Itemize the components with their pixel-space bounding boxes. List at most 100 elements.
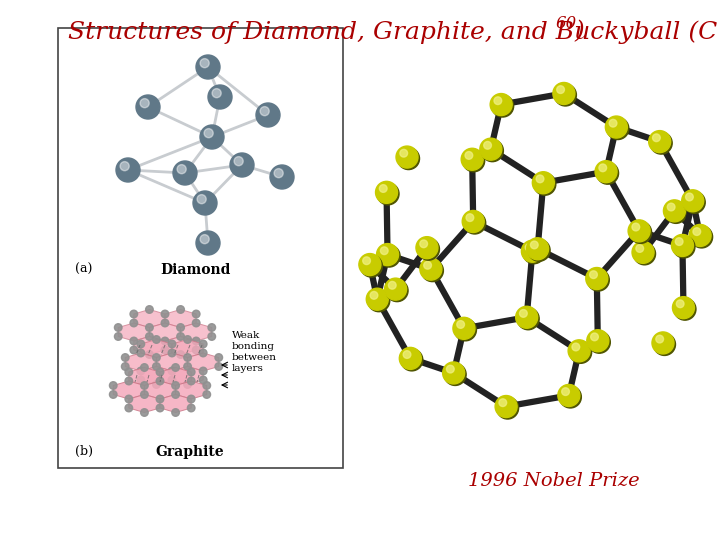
Circle shape: [197, 194, 206, 204]
Circle shape: [153, 354, 161, 361]
Circle shape: [667, 203, 675, 211]
Circle shape: [204, 129, 213, 138]
Circle shape: [215, 354, 222, 361]
Text: Weak
bonding
between
layers: Weak bonding between layers: [232, 331, 277, 373]
Polygon shape: [160, 395, 192, 413]
Circle shape: [125, 395, 132, 403]
Circle shape: [590, 271, 598, 279]
Circle shape: [137, 340, 145, 348]
Text: (b): (b): [75, 445, 93, 458]
Polygon shape: [125, 353, 156, 371]
Circle shape: [606, 116, 627, 138]
Circle shape: [125, 368, 132, 376]
Polygon shape: [165, 336, 196, 354]
Circle shape: [456, 321, 464, 328]
Circle shape: [153, 336, 161, 343]
Circle shape: [557, 86, 564, 93]
Circle shape: [145, 333, 153, 340]
Polygon shape: [150, 323, 181, 341]
Circle shape: [116, 158, 140, 182]
Circle shape: [559, 386, 581, 408]
Circle shape: [443, 362, 464, 384]
Circle shape: [558, 384, 580, 407]
Circle shape: [636, 245, 644, 252]
Circle shape: [192, 346, 200, 354]
Circle shape: [384, 278, 407, 300]
Polygon shape: [129, 395, 160, 413]
Circle shape: [690, 226, 713, 248]
Circle shape: [140, 364, 148, 372]
Circle shape: [523, 242, 545, 264]
Circle shape: [492, 95, 513, 117]
Circle shape: [495, 395, 517, 417]
Circle shape: [168, 340, 176, 348]
Circle shape: [366, 288, 388, 310]
Circle shape: [526, 238, 549, 260]
Circle shape: [416, 237, 438, 259]
Circle shape: [685, 193, 693, 201]
Circle shape: [418, 238, 439, 260]
Polygon shape: [181, 323, 212, 341]
Circle shape: [517, 308, 539, 330]
Circle shape: [689, 225, 711, 246]
Circle shape: [562, 388, 570, 395]
Circle shape: [234, 157, 243, 166]
Circle shape: [184, 363, 192, 370]
Circle shape: [208, 333, 215, 340]
Circle shape: [199, 349, 207, 357]
Circle shape: [156, 377, 164, 385]
Circle shape: [187, 395, 195, 403]
Text: Structures of Diamond, Graphite, and Buckyball (C: Structures of Diamond, Graphite, and Buc…: [68, 20, 717, 44]
Text: Diamond: Diamond: [160, 263, 230, 277]
Polygon shape: [118, 323, 150, 341]
Circle shape: [499, 399, 507, 407]
Circle shape: [388, 281, 396, 289]
Circle shape: [145, 350, 153, 359]
Circle shape: [130, 337, 138, 345]
Circle shape: [693, 228, 701, 235]
Polygon shape: [145, 381, 176, 399]
Circle shape: [400, 150, 408, 157]
Circle shape: [570, 341, 592, 363]
Circle shape: [482, 140, 503, 161]
Circle shape: [595, 161, 617, 183]
Circle shape: [200, 234, 210, 244]
Circle shape: [599, 164, 607, 172]
Circle shape: [464, 212, 486, 234]
Circle shape: [184, 381, 192, 388]
Circle shape: [665, 201, 687, 224]
Circle shape: [199, 340, 207, 348]
Circle shape: [649, 131, 671, 153]
Circle shape: [130, 310, 138, 318]
Circle shape: [650, 132, 672, 154]
Circle shape: [196, 55, 220, 79]
Circle shape: [421, 260, 444, 282]
Circle shape: [400, 347, 421, 369]
Circle shape: [161, 337, 168, 345]
Circle shape: [534, 173, 556, 195]
Circle shape: [173, 161, 197, 185]
Circle shape: [161, 319, 168, 327]
Circle shape: [122, 354, 129, 361]
Polygon shape: [113, 381, 145, 399]
Polygon shape: [141, 367, 172, 384]
Circle shape: [420, 258, 442, 280]
Circle shape: [168, 376, 176, 384]
Circle shape: [212, 89, 221, 98]
Circle shape: [634, 243, 655, 265]
Polygon shape: [134, 309, 165, 327]
Circle shape: [161, 346, 168, 354]
Circle shape: [203, 382, 210, 389]
Circle shape: [629, 221, 652, 244]
Circle shape: [676, 300, 684, 308]
Circle shape: [161, 310, 168, 318]
Circle shape: [446, 365, 454, 373]
Circle shape: [137, 376, 145, 384]
Circle shape: [130, 319, 138, 327]
Polygon shape: [165, 309, 196, 327]
Circle shape: [466, 214, 474, 221]
Circle shape: [532, 172, 554, 194]
Circle shape: [380, 247, 388, 254]
Circle shape: [256, 103, 280, 127]
Circle shape: [497, 397, 518, 419]
